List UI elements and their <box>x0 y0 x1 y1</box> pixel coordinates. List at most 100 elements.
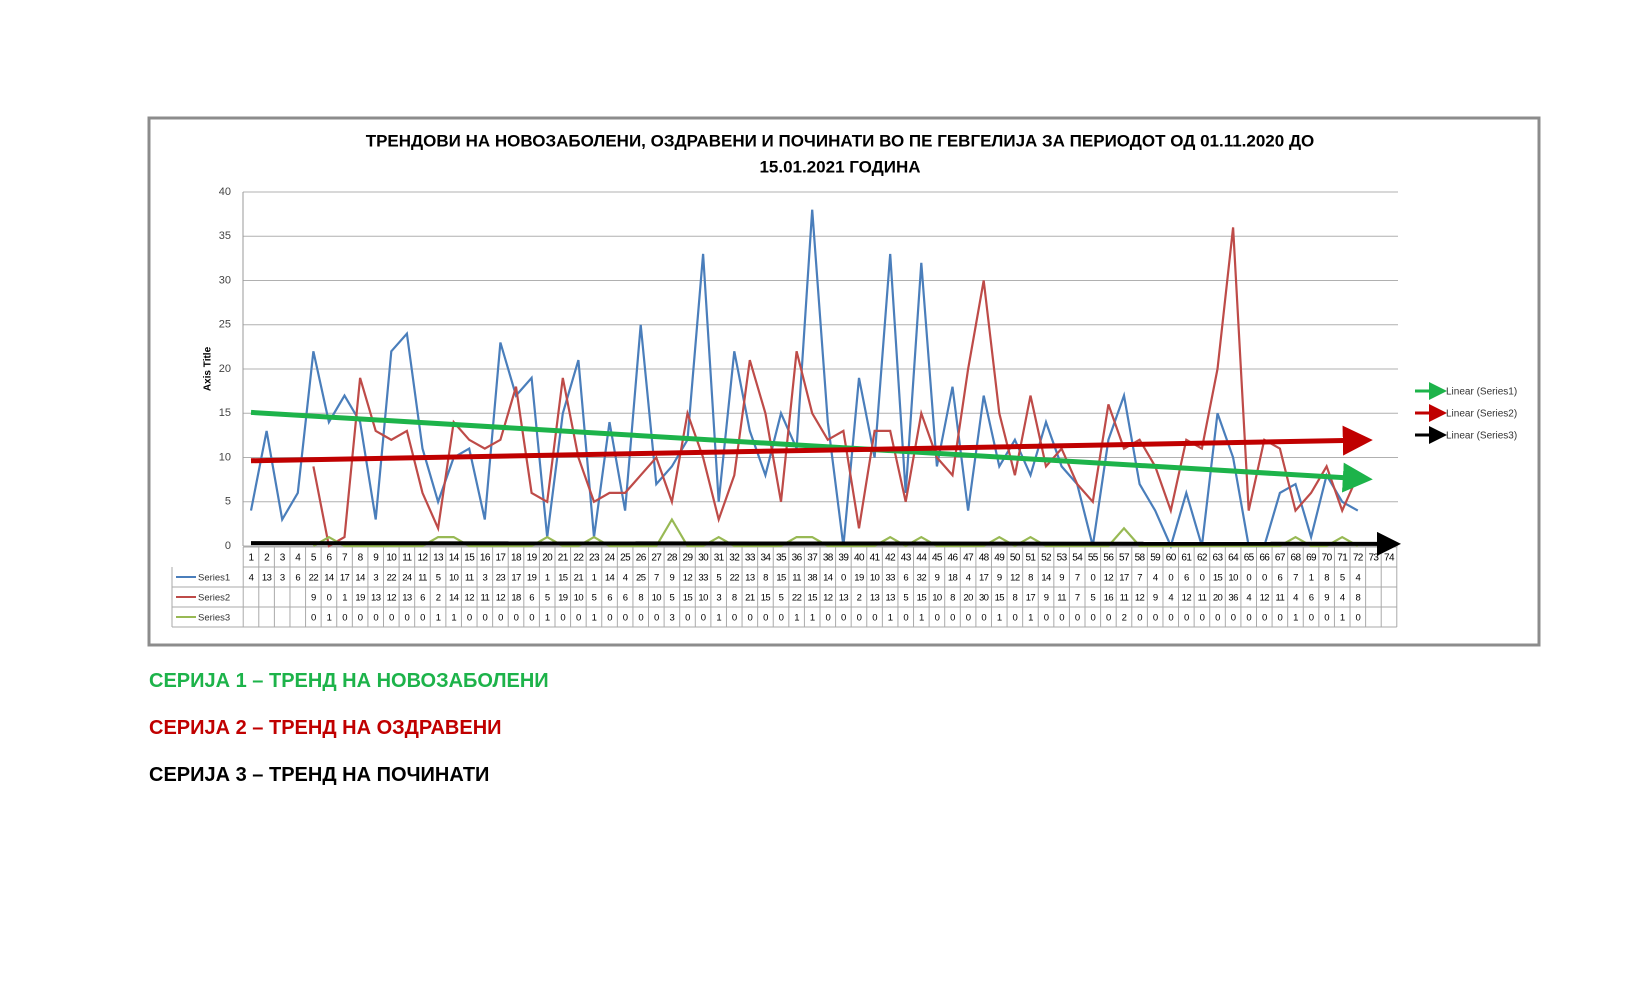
x-tick-label: 43 <box>901 553 912 564</box>
table-value: 15 <box>776 573 786 584</box>
table-value: 0 <box>825 613 830 624</box>
x-tick-label: 8 <box>358 553 364 564</box>
table-value: 0 <box>1168 613 1173 624</box>
table-value: 14 <box>605 573 615 584</box>
x-tick-label: 23 <box>589 553 600 564</box>
table-value: 15 <box>1213 573 1223 584</box>
x-tick-label: 73 <box>1368 553 1379 564</box>
x-tick-label: 31 <box>714 553 725 564</box>
x-tick-label: 4 <box>295 553 301 564</box>
series-line <box>312 517 1359 548</box>
table-value: 13 <box>839 593 849 604</box>
x-tick-label: 38 <box>823 553 834 564</box>
table-value: 16 <box>1104 593 1114 604</box>
table-value: 17 <box>340 573 350 584</box>
x-tick-label: 54 <box>1072 553 1083 564</box>
x-tick-label: 56 <box>1103 553 1114 564</box>
x-tick-label: 41 <box>870 553 881 564</box>
table-value: 1 <box>1293 613 1298 624</box>
table-value: 1 <box>451 613 456 624</box>
table-value: 9 <box>1059 573 1064 584</box>
x-tick-label: 27 <box>651 553 662 564</box>
table-value: 5 <box>592 593 597 604</box>
x-tick-label: 19 <box>527 553 538 564</box>
table-value: 0 <box>1324 613 1329 624</box>
table-value: 0 <box>732 613 737 624</box>
table-value: 8 <box>1028 573 1033 584</box>
table-value: 4 <box>1246 593 1251 604</box>
series-line <box>312 227 1359 548</box>
table-value: 6 <box>295 573 300 584</box>
table-value: 0 <box>576 613 581 624</box>
table-value: 6 <box>1278 573 1283 584</box>
table-value: 0 <box>1262 613 1267 624</box>
table-value: 0 <box>763 613 768 624</box>
x-tick-label: 30 <box>698 553 709 564</box>
table-value: 17 <box>1026 593 1036 604</box>
x-tick-label: 14 <box>449 553 460 564</box>
table-value: 5 <box>716 573 721 584</box>
table-value: 0 <box>701 613 706 624</box>
table-value: 11 <box>418 573 427 584</box>
x-tick-label: 26 <box>636 553 647 564</box>
table-value: 0 <box>1246 613 1251 624</box>
table-value: 18 <box>511 593 521 604</box>
table-value: 11 <box>1057 593 1066 604</box>
x-tick-label: 48 <box>979 553 990 564</box>
table-value: 1 <box>794 613 799 624</box>
table-value: 6 <box>623 593 628 604</box>
table-value: 15 <box>917 593 927 604</box>
table-value: 11 <box>1276 593 1285 604</box>
table-value: 8 <box>732 593 737 604</box>
table-value: 5 <box>436 573 441 584</box>
table-value: 12 <box>1104 573 1114 584</box>
table-value: 15 <box>808 593 818 604</box>
x-tick-label: 44 <box>916 553 927 564</box>
table-value: 7 <box>1137 573 1142 584</box>
table-value: 10 <box>932 593 942 604</box>
table-value: 1 <box>1340 613 1345 624</box>
table-value: 7 <box>1075 573 1080 584</box>
x-tick-label: 61 <box>1181 553 1192 564</box>
table-value: 0 <box>1184 613 1189 624</box>
table-value: 8 <box>950 593 955 604</box>
chart-frame <box>147 116 1541 647</box>
x-tick-label: 70 <box>1322 553 1333 564</box>
table-value: 5 <box>1090 593 1095 604</box>
table-value: 15 <box>683 593 693 604</box>
table-value: 22 <box>792 593 802 604</box>
table-value: 11 <box>1198 593 1207 604</box>
table-value: 0 <box>1200 613 1205 624</box>
table-value: 0 <box>327 593 332 604</box>
x-tick-label: 37 <box>807 553 818 564</box>
table-value: 0 <box>779 613 784 624</box>
trend-line <box>250 409 1373 493</box>
table-value: 1 <box>810 613 815 624</box>
y-tick-label: 25 <box>219 319 231 331</box>
table-value: 11 <box>465 573 474 584</box>
x-tick-label: 20 <box>542 553 553 564</box>
table-value: 0 <box>1231 613 1236 624</box>
x-tick-label: 49 <box>994 553 1005 564</box>
table-value: 2 <box>857 593 862 604</box>
table-value: 9 <box>997 573 1002 584</box>
x-tick-label: 47 <box>963 553 974 564</box>
x-tick-label: 36 <box>792 553 803 564</box>
table-value: 0 <box>872 613 877 624</box>
table-value: 0 <box>607 613 612 624</box>
table-value: 4 <box>1168 593 1173 604</box>
table-value: 0 <box>1278 613 1283 624</box>
table-value: 36 <box>1228 593 1238 604</box>
table-value: 12 <box>496 593 506 604</box>
table-value: 0 <box>981 613 986 624</box>
x-tick-label: 64 <box>1228 553 1239 564</box>
chart-title: 15.01.2021 ГОДИНА <box>759 157 920 176</box>
table-value: 0 <box>1059 613 1064 624</box>
table-value: 20 <box>1213 593 1223 604</box>
table-value: 9 <box>1044 593 1049 604</box>
x-tick-label: 34 <box>760 553 771 564</box>
table-value: 13 <box>402 593 412 604</box>
table-value: 12 <box>1135 593 1145 604</box>
table-value: 14 <box>823 573 833 584</box>
table-value: 10 <box>449 573 459 584</box>
